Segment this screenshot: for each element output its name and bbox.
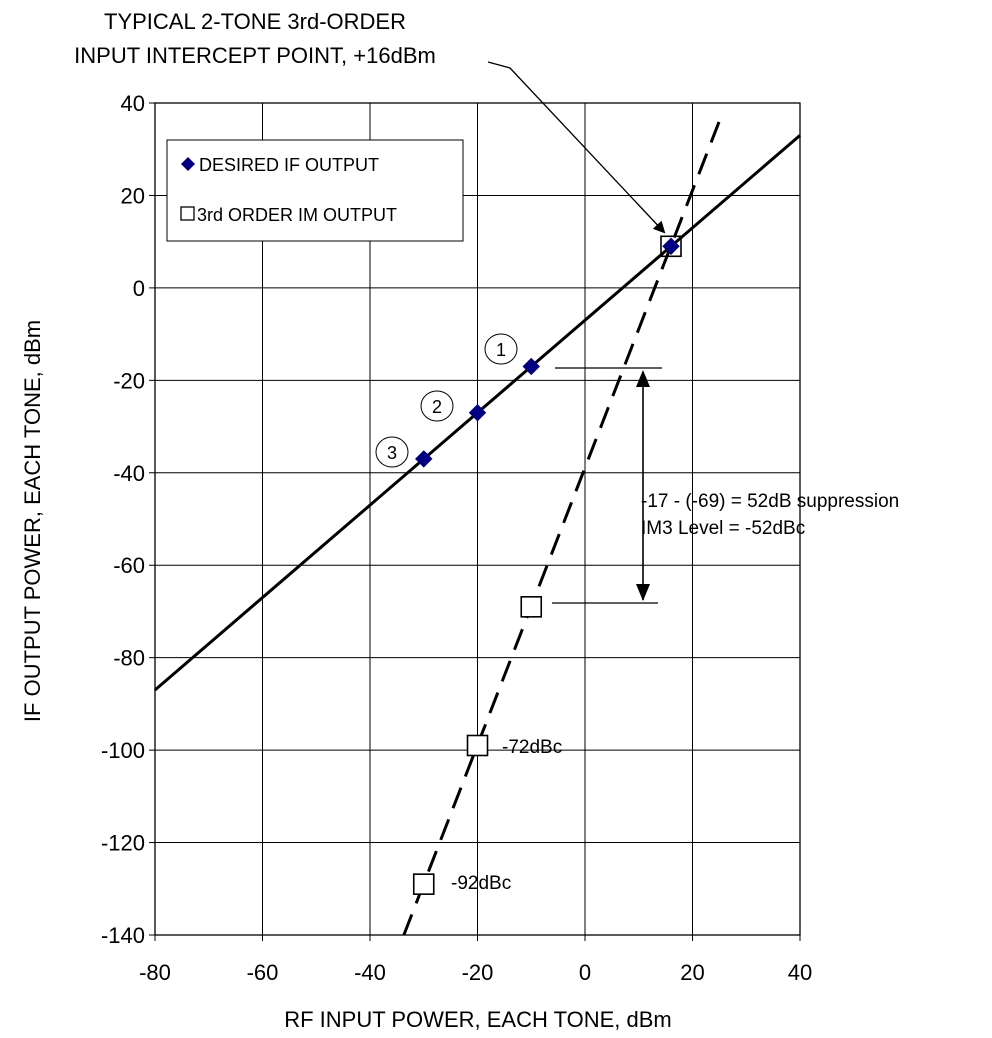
x-axis-title: RF INPUT POWER, EACH TONE, dBm bbox=[284, 1007, 672, 1032]
x-tick-label-2: -40 bbox=[354, 960, 386, 985]
suppression-arrow-head-top bbox=[636, 370, 650, 387]
y-tick-label-9: -140 bbox=[101, 923, 145, 948]
y-tick-label-6: -80 bbox=[113, 646, 145, 671]
point-label-1-text: 1 bbox=[496, 340, 506, 360]
intercept-arrow bbox=[487, 61, 666, 234]
series-1-point-0 bbox=[412, 873, 435, 895]
legend-label-desired: DESIRED IF OUTPUT bbox=[199, 155, 379, 175]
legend-box bbox=[166, 139, 464, 242]
point-label-2: 2 bbox=[420, 390, 454, 422]
series-1-point-3 bbox=[660, 235, 682, 258]
im-label-92dbc: -92dBc bbox=[451, 873, 511, 894]
series-line-1 bbox=[402, 116, 723, 936]
data-markers bbox=[412, 235, 682, 895]
x-tick-label-1: -60 bbox=[247, 960, 279, 985]
suppression-annotation-line-2: IM3 Level = -52dBc bbox=[641, 518, 805, 539]
series-0-point-2 bbox=[522, 357, 540, 376]
x-tick-label-4: 0 bbox=[579, 960, 591, 985]
y-tick-label-4: -40 bbox=[113, 461, 145, 486]
x-tick-label-5: 20 bbox=[680, 960, 704, 985]
suppression-annotation-line-1: -17 - (-69) = 52dB suppression bbox=[641, 491, 899, 512]
im-label-72dbc: -72dBc bbox=[502, 737, 562, 758]
y-tick-label-1: 20 bbox=[121, 183, 145, 208]
y-tick-label-8: -120 bbox=[101, 831, 145, 856]
series-0-point-1 bbox=[468, 403, 487, 422]
series-1-point-2 bbox=[520, 596, 543, 618]
y-tick-label-5: -60 bbox=[113, 553, 145, 578]
y-tick-label-2: 0 bbox=[133, 276, 145, 301]
tick-labels: -80 -60 -40 -20 0 20 40 40 20 0 -20 -40 -60 -80 -100 -1… bbox=[101, 91, 812, 985]
y-axis-title: IF OUTPUT POWER, EACH TONE, dBm bbox=[20, 320, 45, 722]
legend-label-im3: 3rd ORDER IM OUTPUT bbox=[197, 205, 397, 225]
point-label-3-text: 3 bbox=[387, 443, 397, 463]
legend-diamond-icon bbox=[181, 157, 195, 171]
x-tick-label-3: -20 bbox=[462, 960, 494, 985]
x-tick-label-0: -80 bbox=[139, 960, 171, 985]
suppression-arrow-head-bottom bbox=[636, 584, 650, 601]
y-tick-label-7: -100 bbox=[101, 738, 145, 763]
point-label-2-text: 2 bbox=[432, 397, 442, 417]
series-1-point-1 bbox=[466, 734, 489, 757]
series-0-point-0 bbox=[415, 450, 433, 468]
point-label-1: 1 bbox=[484, 333, 518, 365]
legend-square-icon bbox=[180, 206, 195, 221]
series-0-point-3 bbox=[662, 237, 680, 255]
y-tick-label-3: -20 bbox=[113, 368, 145, 393]
intercept-annotation-line-1: TYPICAL 2-TONE 3rd-ORDER bbox=[104, 9, 406, 34]
y-tick-label-0: 40 bbox=[121, 91, 145, 116]
point-label-3: 3 bbox=[375, 436, 409, 468]
x-tick-label-6: 40 bbox=[788, 960, 812, 985]
legend: DESIRED IF OUTPUT 3rd ORDER IM OUTPUT bbox=[166, 139, 464, 242]
intercept-annotation-line-2: INPUT INTERCEPT POINT, +16dBm bbox=[74, 43, 436, 68]
